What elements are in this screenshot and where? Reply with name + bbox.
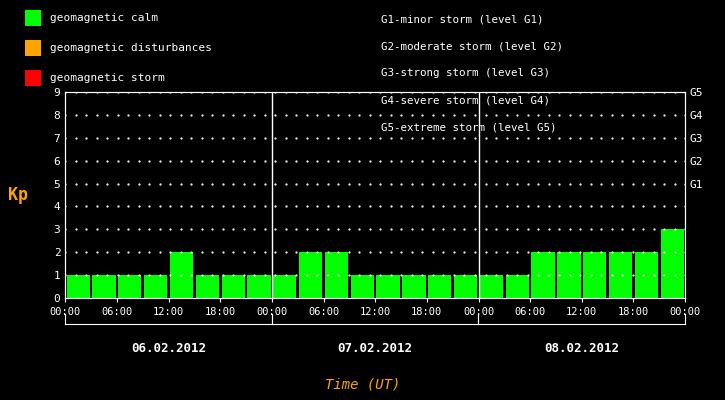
Bar bbox=[351, 275, 374, 298]
Bar bbox=[376, 275, 399, 298]
Bar bbox=[454, 275, 477, 298]
Bar bbox=[196, 275, 219, 298]
Bar bbox=[67, 275, 90, 298]
Bar bbox=[583, 252, 606, 298]
Bar bbox=[170, 252, 193, 298]
Bar bbox=[299, 252, 322, 298]
Bar bbox=[635, 252, 658, 298]
Text: Time (UT): Time (UT) bbox=[325, 377, 400, 391]
Text: geomagnetic storm: geomagnetic storm bbox=[50, 73, 165, 83]
Text: geomagnetic disturbances: geomagnetic disturbances bbox=[50, 43, 212, 53]
Text: 08.02.2012: 08.02.2012 bbox=[544, 342, 619, 354]
Text: G2-moderate storm (level G2): G2-moderate storm (level G2) bbox=[381, 41, 563, 51]
Bar bbox=[480, 275, 503, 298]
Text: G4-severe storm (level G4): G4-severe storm (level G4) bbox=[381, 96, 550, 106]
Text: G5-extreme storm (level G5): G5-extreme storm (level G5) bbox=[381, 123, 556, 133]
Text: geomagnetic calm: geomagnetic calm bbox=[50, 13, 158, 23]
Bar bbox=[660, 229, 684, 298]
Bar bbox=[92, 275, 115, 298]
Bar bbox=[325, 252, 348, 298]
Bar bbox=[558, 252, 581, 298]
Text: Kp: Kp bbox=[8, 186, 28, 204]
Text: 06.02.2012: 06.02.2012 bbox=[131, 342, 206, 354]
Bar bbox=[118, 275, 141, 298]
Bar bbox=[428, 275, 452, 298]
Bar bbox=[531, 252, 555, 298]
Bar bbox=[144, 275, 167, 298]
Bar bbox=[273, 275, 297, 298]
Text: 07.02.2012: 07.02.2012 bbox=[338, 342, 413, 354]
Text: G1-minor storm (level G1): G1-minor storm (level G1) bbox=[381, 14, 543, 24]
Bar bbox=[609, 252, 632, 298]
Bar bbox=[222, 275, 245, 298]
Bar bbox=[505, 275, 529, 298]
Bar bbox=[402, 275, 426, 298]
Text: G3-strong storm (level G3): G3-strong storm (level G3) bbox=[381, 68, 550, 78]
Bar bbox=[247, 275, 270, 298]
